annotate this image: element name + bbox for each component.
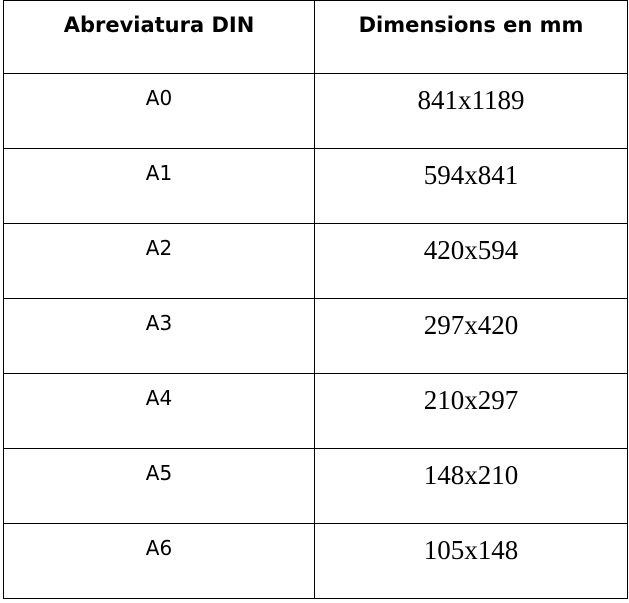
abbreviation-cell: A5 bbox=[3, 448, 315, 524]
abbreviation-text: A6 bbox=[145, 536, 173, 560]
table-header-row: Abreviatura DIN Dimensions en mm bbox=[3, 0, 628, 74]
din-paper-size-table: Abreviatura DIN Dimensions en mm A0 841x… bbox=[3, 0, 628, 599]
column-header-label: Dimensions en mm bbox=[358, 13, 584, 37]
dimensions-cell: 297x420 bbox=[314, 298, 628, 374]
dimensions-cell: 148x210 bbox=[314, 448, 628, 524]
abbreviation-text: A5 bbox=[145, 461, 173, 485]
dimensions-text: 594x841 bbox=[423, 160, 519, 190]
dimensions-text: 105x148 bbox=[423, 535, 519, 565]
abbreviation-text: A3 bbox=[145, 311, 173, 335]
dimensions-cell: 105x148 bbox=[314, 523, 628, 599]
abbreviation-cell: A1 bbox=[3, 148, 315, 224]
abbreviation-cell: A6 bbox=[3, 523, 315, 599]
dimensions-text: 841x1189 bbox=[417, 85, 525, 115]
column-header-abbreviation: Abreviatura DIN bbox=[3, 0, 315, 74]
column-header-dimensions: Dimensions en mm bbox=[314, 0, 628, 74]
abbreviation-cell: A3 bbox=[3, 298, 315, 374]
dimensions-cell: 210x297 bbox=[314, 373, 628, 449]
abbreviation-text: A0 bbox=[145, 86, 173, 110]
abbreviation-text: A4 bbox=[145, 386, 173, 410]
dimensions-cell: 841x1189 bbox=[314, 73, 628, 149]
table-row: A0 841x1189 bbox=[3, 73, 628, 149]
abbreviation-cell: A4 bbox=[3, 373, 315, 449]
table-row: A3 297x420 bbox=[3, 298, 628, 374]
abbreviation-cell: A0 bbox=[3, 73, 315, 149]
dimensions-text: 148x210 bbox=[423, 460, 519, 490]
table-row: A4 210x297 bbox=[3, 373, 628, 449]
abbreviation-cell: A2 bbox=[3, 223, 315, 299]
column-header-label: Abreviatura DIN bbox=[63, 13, 255, 37]
table-row: A1 594x841 bbox=[3, 148, 628, 224]
abbreviation-text: A1 bbox=[145, 161, 173, 185]
table-row: A6 105x148 bbox=[3, 523, 628, 599]
dimensions-text: 420x594 bbox=[423, 235, 519, 265]
table-row: A2 420x594 bbox=[3, 223, 628, 299]
dimensions-cell: 594x841 bbox=[314, 148, 628, 224]
dimensions-text: 297x420 bbox=[423, 310, 519, 340]
abbreviation-text: A2 bbox=[145, 236, 173, 260]
table-row: A5 148x210 bbox=[3, 448, 628, 524]
dimensions-cell: 420x594 bbox=[314, 223, 628, 299]
dimensions-text: 210x297 bbox=[423, 385, 519, 415]
